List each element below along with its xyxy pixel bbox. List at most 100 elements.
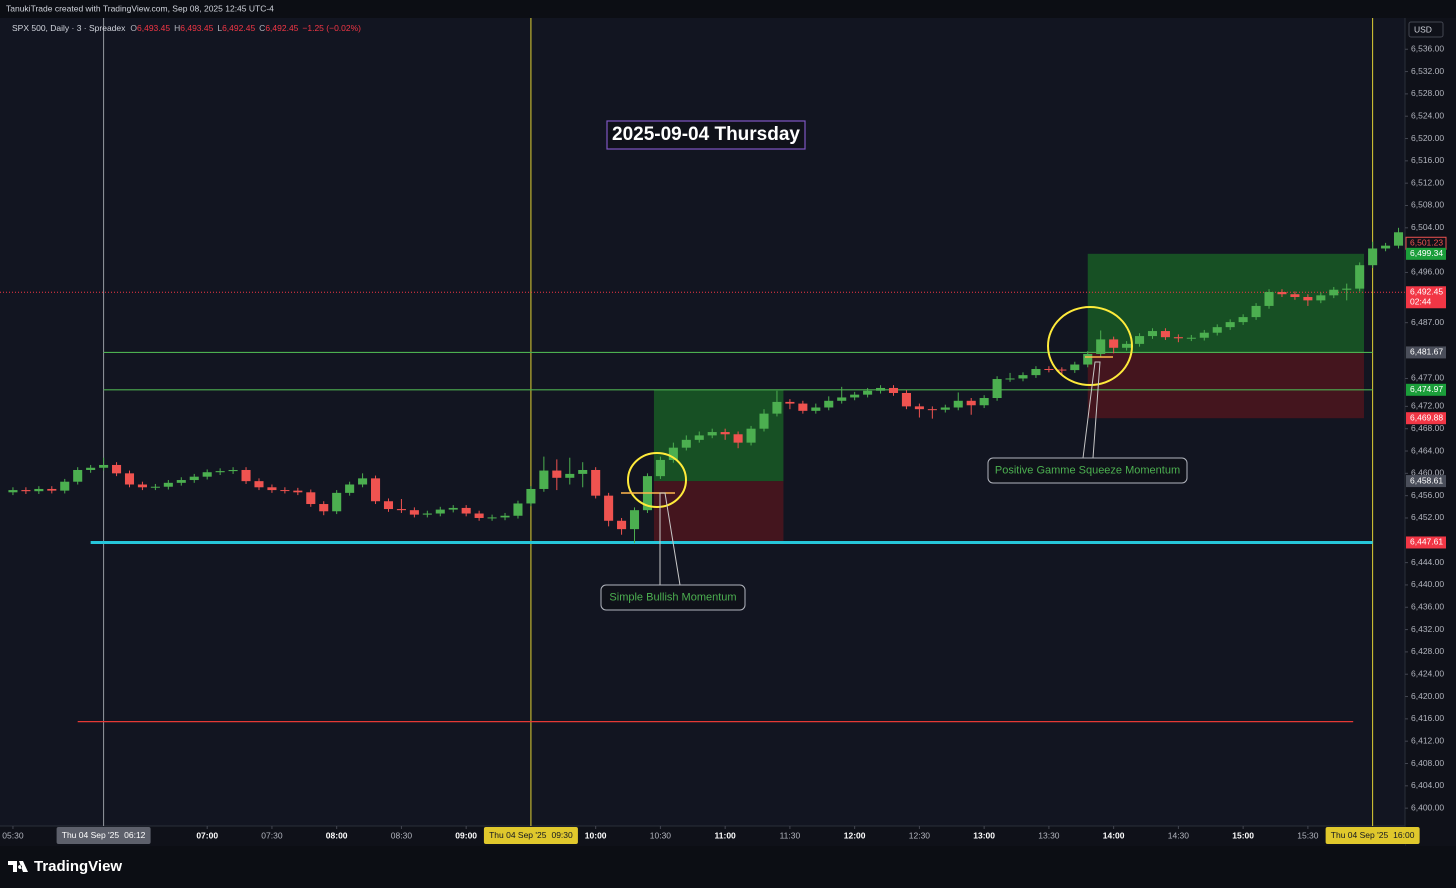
- candle-body: [720, 432, 730, 435]
- candle-body: [772, 401, 782, 414]
- x-tick-label: 13:30: [1038, 830, 1060, 840]
- x-tick-label: 05:30: [2, 830, 24, 840]
- x-tick-label: 07:00: [196, 830, 218, 840]
- candle-body: [681, 439, 691, 448]
- candle-body: [293, 490, 303, 493]
- candle-body: [1264, 291, 1274, 306]
- y-tick-label: 6,408.00: [1411, 758, 1444, 768]
- candle-body: [435, 509, 445, 514]
- loss-zone: [1087, 352, 1364, 419]
- candle-body: [1342, 288, 1352, 290]
- legend-key: H: [174, 23, 180, 33]
- brand: TradingView: [8, 858, 122, 875]
- x-tick-label: 08:00: [326, 830, 348, 840]
- legend-value: 6,493.45: [180, 23, 213, 33]
- brand-logo: [8, 861, 28, 872]
- x-tick-label: 10:30: [650, 830, 672, 840]
- candle-body: [1238, 317, 1248, 323]
- candle-body: [1057, 369, 1067, 371]
- time-label-box: [1325, 827, 1420, 844]
- profit-zone: [1087, 253, 1364, 353]
- candle-body: [1290, 294, 1300, 298]
- y-tick-label: 6,520.00: [1411, 133, 1444, 143]
- y-tick-label: 6,428.00: [1411, 646, 1444, 656]
- candle-body: [940, 407, 950, 410]
- candle-body: [1251, 305, 1261, 318]
- time-label-box: [56, 827, 151, 844]
- candle-body: [526, 488, 536, 504]
- price-tag: [1406, 346, 1446, 359]
- candle-body: [1381, 245, 1391, 249]
- candle-body: [267, 487, 277, 491]
- price-tag: [1406, 475, 1446, 488]
- currency: USD: [1414, 24, 1432, 34]
- candle-body: [1355, 265, 1365, 289]
- candle-body: [888, 387, 899, 393]
- legend: SPX 500, Daily · 3 · Spreadex O6,493.45 H6…: [12, 23, 361, 33]
- loss-zone: [653, 481, 784, 544]
- x-tick-label: 09:00: [455, 830, 477, 840]
- legend-value: 6,492.45: [265, 23, 298, 33]
- x-tick-label: 11:30: [780, 830, 801, 840]
- candle-body: [73, 469, 83, 482]
- candle-body: [500, 515, 510, 518]
- candle-body: [422, 513, 432, 515]
- candle-body: [319, 504, 329, 512]
- footer-bar: [0, 846, 1456, 888]
- candle-body: [617, 520, 627, 530]
- candle-body: [280, 490, 290, 492]
- candle-body: [487, 517, 497, 519]
- candle-body: [798, 403, 808, 411]
- y-tick-label: 6,532.00: [1411, 66, 1444, 76]
- top-bar: [0, 0, 1456, 18]
- decorations: [621, 306, 1133, 586]
- brand-name: TradingView: [34, 858, 122, 875]
- legend-value: 6,492.45: [222, 23, 255, 33]
- y-tick-label: 6,456.00: [1411, 490, 1444, 500]
- candle-body: [565, 473, 575, 478]
- annotation: Positive Gamme Squeeze Momentum: [995, 464, 1180, 476]
- candle-body: [124, 473, 135, 485]
- y-tick-label: 6,464.00: [1411, 445, 1444, 455]
- candle-body: [34, 488, 44, 492]
- credit: TanukiTrade created with TradingView.com…: [6, 3, 274, 13]
- x-tick-label: 15:30: [1297, 830, 1319, 840]
- y-tick-label: 6,504.00: [1411, 222, 1444, 232]
- y-tick-label: 6,436.00: [1411, 602, 1444, 612]
- candle-body: [733, 434, 743, 443]
- candle-body: [759, 413, 769, 429]
- y-tick-label: 6,452.00: [1411, 512, 1444, 522]
- time-label-time: 06:12: [124, 830, 146, 840]
- y-tick-label: 6,512.00: [1411, 177, 1444, 187]
- y-tick-label: 6,440.00: [1411, 579, 1444, 589]
- time-axis: [0, 826, 1405, 846]
- candle-body: [150, 486, 160, 488]
- y-tick-label: 6,524.00: [1411, 110, 1444, 120]
- time-label-box: [483, 827, 578, 844]
- candle-body: [578, 469, 588, 474]
- price-tag-label: 6,474.97: [1410, 384, 1443, 394]
- annotation: Simple Bullish Momentum: [609, 591, 736, 603]
- candle-body: [448, 507, 458, 510]
- price-tag-label: 6,447.61: [1410, 537, 1443, 547]
- candle-body: [914, 406, 924, 410]
- time-label-date: Thu 04 Sep '25: [1331, 830, 1389, 840]
- x-tick-label: 15:00: [1232, 830, 1254, 840]
- candle-body: [824, 400, 834, 408]
- candle-body: [163, 482, 173, 487]
- y-tick-label: 6,528.00: [1411, 88, 1444, 98]
- candle-body: [1083, 353, 1093, 365]
- candle-body: [655, 459, 665, 477]
- candle-body: [332, 492, 342, 512]
- candle-body: [254, 481, 264, 488]
- price-tag-label: 6,481.67: [1410, 347, 1443, 357]
- candle-body: [60, 481, 70, 491]
- candle-body: [189, 476, 199, 481]
- candle-body: [383, 501, 394, 510]
- legend-key: L: [217, 23, 222, 33]
- y-tick-label: 6,472.00: [1411, 401, 1444, 411]
- candle-body: [863, 390, 873, 395]
- y-tick-label: 6,404.00: [1411, 780, 1444, 790]
- y-tick-label: 6,432.00: [1411, 624, 1444, 634]
- y-tick-label: 6,477.00: [1411, 373, 1444, 383]
